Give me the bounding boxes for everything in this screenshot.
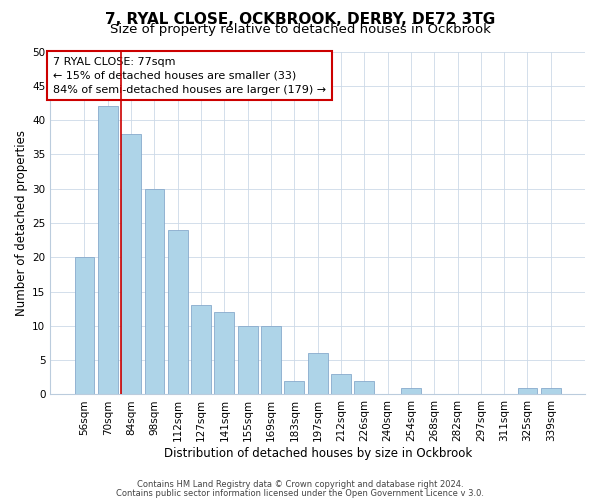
Text: 7 RYAL CLOSE: 77sqm
← 15% of detached houses are smaller (33)
84% of semi-detach: 7 RYAL CLOSE: 77sqm ← 15% of detached ho… [53, 56, 326, 94]
Text: Contains HM Land Registry data © Crown copyright and database right 2024.: Contains HM Land Registry data © Crown c… [137, 480, 463, 489]
Bar [401, 388, 421, 394]
Bar [261, 326, 281, 394]
Bar [214, 312, 234, 394]
Bar [98, 106, 118, 395]
Bar [518, 388, 538, 394]
Y-axis label: Number of detached properties: Number of detached properties [15, 130, 28, 316]
Bar [168, 230, 188, 394]
Text: Size of property relative to detached houses in Ockbrook: Size of property relative to detached ho… [110, 22, 490, 36]
Bar [541, 388, 560, 394]
Text: Contains public sector information licensed under the Open Government Licence v : Contains public sector information licen… [116, 488, 484, 498]
Text: 7, RYAL CLOSE, OCKBROOK, DERBY, DE72 3TG: 7, RYAL CLOSE, OCKBROOK, DERBY, DE72 3TG [105, 12, 495, 28]
Bar [284, 380, 304, 394]
Bar [331, 374, 351, 394]
Bar [355, 380, 374, 394]
Bar [74, 258, 94, 394]
Bar [308, 354, 328, 395]
Bar [145, 188, 164, 394]
Bar [238, 326, 257, 394]
Bar [191, 306, 211, 394]
X-axis label: Distribution of detached houses by size in Ockbrook: Distribution of detached houses by size … [164, 447, 472, 460]
Bar [121, 134, 141, 394]
